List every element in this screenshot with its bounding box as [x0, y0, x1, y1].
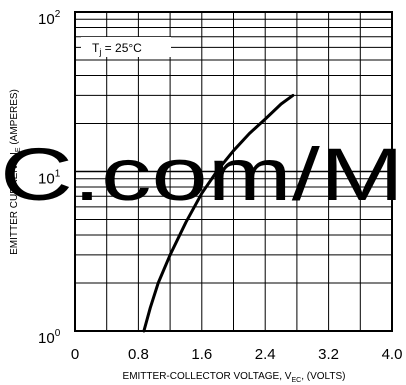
y-tick-label: 100	[38, 328, 61, 347]
annotation-prefix: T	[92, 41, 100, 55]
x-tick-label: 4.0	[382, 346, 403, 363]
plot-frame	[74, 11, 393, 332]
x-tick-label: 3.2	[318, 346, 339, 363]
x-axis-label: EMITTER-COLLECTOR VOLTAGE, VEC, (VOLTS)	[123, 371, 346, 384]
y-tick-label: 102	[38, 9, 61, 28]
x-tick-label: 0.8	[128, 346, 149, 363]
x-tick-labels: 0 0.8 1.6 2.4 3.2 4.0	[71, 346, 403, 363]
temperature-annotation: Tj = 25°C	[81, 37, 171, 57]
y-axis-label-sub: E	[15, 147, 22, 152]
y-axis-label: EMITTER CURRENT, IE (AMPERES)	[9, 89, 22, 255]
x-tick-label: 1.6	[191, 346, 212, 363]
y-axis-label-suffix: (AMPERES)	[9, 89, 20, 147]
svg-text:Tj = 25°C: Tj = 25°C	[92, 41, 142, 57]
annotation-suffix: = 25°C	[101, 41, 142, 55]
y-tick-labels: 100 101 102	[38, 9, 61, 347]
x-tick-label: 0	[71, 346, 79, 363]
annotation-sub: j	[98, 47, 101, 57]
watermark-text: C.com/M	[0, 133, 404, 216]
series-layer	[142, 93, 295, 333]
series-line	[142, 93, 295, 333]
x-axis-label-sub: EC	[291, 377, 301, 384]
y-tick-label: 101	[38, 169, 61, 188]
y-axis-label-main: EMITTER CURRENT, I	[9, 152, 20, 255]
x-axis-label-suffix: , (VOLTS)	[301, 371, 345, 382]
x-axis-label-main: EMITTER-COLLECTOR VOLTAGE, V	[123, 371, 292, 382]
x-tick-label: 2.4	[255, 346, 276, 363]
grid-lines	[75, 12, 392, 331]
